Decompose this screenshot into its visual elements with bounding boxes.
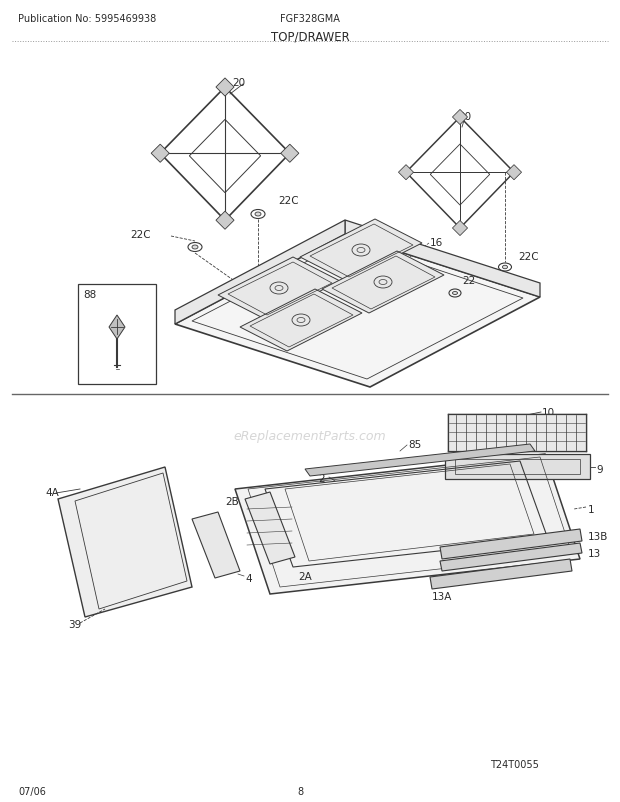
Text: 2A: 2A xyxy=(298,571,312,581)
Polygon shape xyxy=(322,252,444,314)
Polygon shape xyxy=(218,257,340,320)
Polygon shape xyxy=(235,455,580,594)
Text: 88: 88 xyxy=(83,290,96,300)
Text: FGF328GMA: FGF328GMA xyxy=(280,14,340,24)
Text: 22C: 22C xyxy=(130,229,151,240)
Text: 2: 2 xyxy=(318,473,325,484)
Text: 20: 20 xyxy=(458,111,471,122)
Text: T24T0055: T24T0055 xyxy=(490,759,539,769)
Text: 13: 13 xyxy=(588,549,601,558)
Text: 07/06: 07/06 xyxy=(18,786,46,796)
Polygon shape xyxy=(453,111,467,125)
Text: 1: 1 xyxy=(588,504,595,514)
Text: 22C: 22C xyxy=(278,196,299,206)
Polygon shape xyxy=(430,559,572,589)
Polygon shape xyxy=(300,220,422,282)
Polygon shape xyxy=(305,444,535,476)
Polygon shape xyxy=(151,145,169,163)
Polygon shape xyxy=(175,235,540,387)
Polygon shape xyxy=(245,492,295,565)
Text: Publication No: 5995469938: Publication No: 5995469938 xyxy=(18,14,156,24)
Ellipse shape xyxy=(192,245,198,249)
Polygon shape xyxy=(58,468,192,618)
Ellipse shape xyxy=(502,266,508,269)
Polygon shape xyxy=(109,316,125,339)
Polygon shape xyxy=(440,543,582,571)
Polygon shape xyxy=(175,221,345,325)
Text: 22C: 22C xyxy=(518,252,539,261)
Polygon shape xyxy=(440,529,582,559)
Polygon shape xyxy=(399,165,414,180)
Text: 8: 8 xyxy=(297,786,303,796)
Polygon shape xyxy=(192,512,240,578)
Polygon shape xyxy=(216,79,234,97)
Polygon shape xyxy=(345,221,540,298)
Bar xyxy=(78,285,156,384)
Text: 39: 39 xyxy=(68,619,81,630)
Polygon shape xyxy=(507,165,521,180)
Polygon shape xyxy=(453,221,467,237)
Text: 13B: 13B xyxy=(588,532,608,541)
Text: 9: 9 xyxy=(596,464,603,475)
Polygon shape xyxy=(445,455,590,480)
Text: 16: 16 xyxy=(430,237,443,248)
Ellipse shape xyxy=(453,292,458,295)
Text: 2B: 2B xyxy=(225,496,239,506)
Text: 10: 10 xyxy=(542,407,555,418)
Text: TOP/DRAWER: TOP/DRAWER xyxy=(270,30,350,43)
Polygon shape xyxy=(216,212,234,230)
Polygon shape xyxy=(448,415,586,452)
Polygon shape xyxy=(281,145,299,163)
Text: 4A: 4A xyxy=(45,488,59,497)
Text: 4: 4 xyxy=(245,573,252,583)
Text: 85: 85 xyxy=(408,439,421,449)
Ellipse shape xyxy=(255,213,261,217)
Text: 22: 22 xyxy=(462,276,476,286)
Text: 20: 20 xyxy=(232,78,245,88)
Text: eReplacementParts.com: eReplacementParts.com xyxy=(234,429,386,443)
Text: 13A: 13A xyxy=(432,591,453,602)
Polygon shape xyxy=(240,290,362,351)
